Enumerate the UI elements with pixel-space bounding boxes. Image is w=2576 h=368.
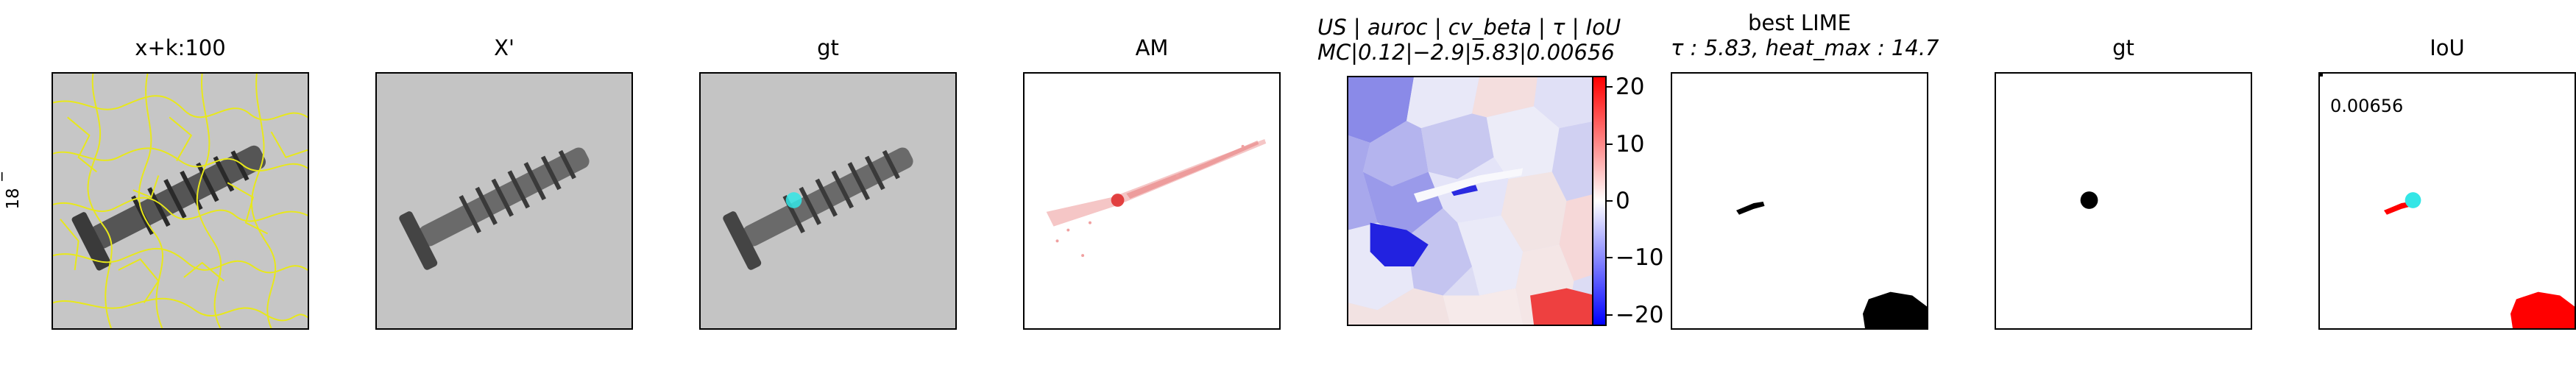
panel-8-iou-overlay: 0.00656 [2318,72,2576,330]
iou-overlay-svg [2320,74,2575,328]
lime-mask-segment [1735,201,1765,215]
gt-mask-blob [2080,191,2098,209]
panel-6-best-lime-mask [1671,72,1928,330]
lime-mask-svg [1672,74,1927,328]
panel-5-lime-heatmap [1347,76,1597,326]
panel-1-segmented-image [52,72,309,330]
screw-image-svg [377,74,631,328]
screw-shape [71,145,266,271]
am-hotspot [1111,194,1125,207]
gt-mask-svg [1996,74,2251,328]
screw-gt-svg [701,74,955,328]
panel-8-title: IoU [2430,35,2465,60]
row-label: scratch_neck 18 [0,132,28,243]
anomaly-map-svg [1025,74,1279,328]
panel-4-anomaly-map [1023,72,1281,330]
segment-boundaries [53,74,308,328]
colorbar-tick-mark [1607,200,1613,202]
iou-gt-marker [2405,192,2421,208]
colorbar-tick-label: 20 [1616,74,1645,101]
lime-mask-corner [1863,291,1927,328]
heatmap-segments [1348,77,1596,325]
panel-3-ground-truth-image [699,72,957,330]
colorbar-tick-mark [1607,257,1613,259]
row-label-line2: 18 [4,188,23,210]
panel-6-title-line1: best LIME [1747,10,1851,35]
segmented-screw-svg [53,74,308,328]
iou-pred-segment [2383,201,2413,215]
panel-5-title-line2: MC|0.12|−2.9|5.83|0.00656 [1317,40,1615,65]
colorbar-tick-mark [1607,143,1613,145]
colorbar-tick-mark [1607,314,1613,316]
panel-6-title-line2: τ : 5.83, heat_max : 14.7 [1671,35,1939,60]
panel-3-title: gt [817,35,839,60]
panel-2-title: X' [494,35,514,60]
iou-pred-corner [2510,291,2575,328]
colorbar [1592,76,1607,326]
panel-7-title: gt [2112,35,2134,60]
gt-defect-marker [785,192,802,208]
colorbar-tick-label: 10 [1616,130,1645,158]
panel-4-title: AM [1135,35,1169,60]
panel-1-title: x+k:100 [135,35,226,60]
colorbar-tick-label: −20 [1616,301,1664,328]
panel-5-title-line1: US | auroc | cv_beta | τ | IoU [1317,15,1621,40]
colorbar-tick-label: 0 [1616,188,1630,214]
lime-heatmap-svg [1348,77,1596,325]
colorbar-tick-label: −10 [1616,244,1664,272]
panel-2-input-image [375,72,633,330]
colorbar-tick-mark [1607,86,1613,88]
iou-value: 0.00656 [2330,96,2404,116]
panel-7-ground-truth-mask [1995,72,2252,330]
